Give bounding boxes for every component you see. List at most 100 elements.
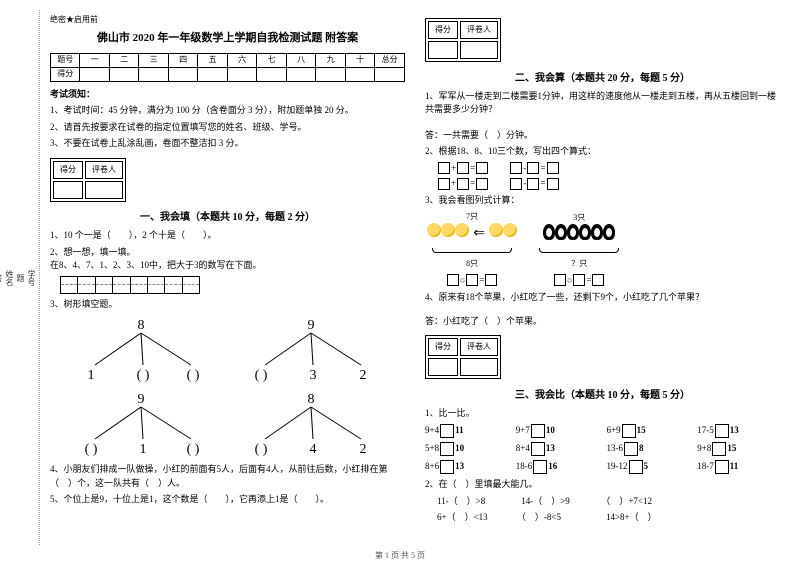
- compare-cell[interactable]: 6+915: [607, 424, 690, 438]
- penguin-group: 3只 ？只 ○=: [539, 212, 619, 288]
- q3-2-line: 6+（ ）<13 （ ）-8<5 14>8+（ ）: [437, 511, 780, 525]
- th: 十: [345, 53, 374, 67]
- section3-title: 三、我会比（本题共 10 分，每题 5 分）: [425, 388, 780, 403]
- q1-2: 2、想一想，填一填。 在8、4、7、1、2、3、10中，把大于3的数写在下面。: [50, 246, 405, 273]
- q1-4: 4、小朋友们排成一队做操，小红的前面有5人，后面有4人，从前往后数，小红排在第（…: [50, 463, 405, 490]
- compare-cell[interactable]: 5+810: [425, 442, 508, 456]
- margin-label: 姓名: [4, 15, 15, 540]
- section-score-box: 得分 评卷人: [50, 158, 126, 202]
- svg-text:( ): ( ): [254, 442, 267, 457]
- binding-margin: 学号 题 姓名 答 班级 内 学校 线 封 乡镇(街道) 密: [10, 10, 40, 545]
- svg-text:9: 9: [137, 392, 144, 407]
- row-label: 得分: [51, 67, 80, 81]
- svg-text:( ): ( ): [186, 368, 199, 383]
- th: 总分: [375, 53, 405, 67]
- page-footer: 第 1 页 共 5 页: [0, 550, 800, 561]
- compare-cell[interactable]: 9+710: [516, 424, 599, 438]
- score-header-row: 题号 一 二 三 四 五 六 七 八 九 十 总分: [51, 53, 405, 67]
- left-column: 绝密★启用前 佛山市 2020 年一年级数学上学期自我检测试题 附答案 题号 一…: [40, 10, 415, 545]
- svg-text:( ): ( ): [186, 442, 199, 457]
- pic1-bottom: 8只: [425, 258, 519, 270]
- confidential-label: 绝密★启用前: [50, 14, 405, 26]
- margin-hint: 答: [0, 15, 4, 540]
- pic2-eq[interactable]: ○=: [539, 274, 619, 288]
- svg-text:2: 2: [359, 368, 366, 383]
- svg-text:1: 1: [139, 442, 146, 457]
- q2-4a: 答：小红吃了（ ）个苹果。: [425, 315, 780, 329]
- tree-diagram: 9 ( ) 3 2: [243, 315, 383, 385]
- tree-row-2: 9 ( ) 1 ( ) 8 ( ) 4 2: [50, 389, 405, 459]
- notice-item: 2、请首先按要求在试卷的指定位置填写您的姓名、班级、学号。: [50, 121, 405, 135]
- chick-group: 7只 ⇐ 8只 ○=: [425, 211, 519, 287]
- svg-text:2: 2: [359, 442, 366, 457]
- pic1-top: 7只: [425, 211, 519, 223]
- svg-text:8: 8: [137, 318, 144, 333]
- scorebox-c2: 评卷人: [460, 338, 498, 356]
- pic2-bottom: ？只: [539, 258, 619, 270]
- th: 五: [198, 53, 227, 67]
- q2-1a: 答：一共需要（ ）分钟。: [425, 129, 780, 143]
- svg-text:8: 8: [307, 392, 314, 407]
- margin-label: 学号: [26, 15, 37, 540]
- right-column: 得分 评卷人 二、我会算（本题共 20 分，每题 5 分） 1、军军从一楼走到二…: [415, 10, 790, 545]
- q3-2: 2、在（ ）里填最大能几。: [425, 478, 780, 492]
- th: 一: [80, 53, 109, 67]
- equation-line[interactable]: += -=: [437, 177, 780, 191]
- section2-title: 二、我会算（本题共 20 分，每题 5 分）: [425, 71, 780, 86]
- svg-text:9: 9: [307, 318, 314, 333]
- th: 二: [109, 53, 138, 67]
- notice-item: 3、不要在试卷上乱涂乱画，卷面不整洁扣 3 分。: [50, 137, 405, 151]
- th: 六: [227, 53, 256, 67]
- svg-text:( ): ( ): [84, 442, 97, 457]
- section-score-box: 得分 评卷人: [425, 335, 501, 379]
- tree-row-1: 8 1 ( ) ( ) 9 ( ) 3 2: [50, 315, 405, 385]
- answer-boxes[interactable]: [60, 276, 200, 294]
- svg-text:( ): ( ): [136, 368, 149, 383]
- th: 四: [168, 53, 197, 67]
- margin-hint: 题: [15, 15, 26, 540]
- compare-cell[interactable]: 9+815: [697, 442, 780, 456]
- scorebox-c2: 评卷人: [85, 161, 123, 179]
- compare-cell[interactable]: 17-513: [697, 424, 780, 438]
- q1-5: 5、个位上是9，十位上是1，这个数是（ ），它再添上1是（ ）。: [50, 493, 405, 507]
- q2-4: 4、原来有18个苹果，小红吃了一些，还剩下9个，小红吃了几个苹果？: [425, 291, 780, 305]
- q3-2-line: 11-（ ）>8 14-（ ）>9 （ ）+7<12: [437, 495, 780, 509]
- picture-row: 7只 ⇐ 8只 ○= 3只 ？只 ○=: [425, 211, 780, 287]
- q1-1: 1、10 个一是（ ），2 个十是（ ）。: [50, 229, 405, 243]
- th: 八: [286, 53, 315, 67]
- notice-item: 1、考试时间：45 分钟，满分为 100 分（含卷面分 3 分），附加题单独 2…: [50, 104, 405, 118]
- svg-text:( ): ( ): [254, 368, 267, 383]
- tree-diagram: 8 1 ( ) ( ): [73, 315, 213, 385]
- score-table: 题号 一 二 三 四 五 六 七 八 九 十 总分 得分: [50, 53, 405, 82]
- th: 九: [316, 53, 345, 67]
- q3-1: 1、比一比。: [425, 407, 780, 421]
- compare-cell[interactable]: 18-711: [697, 460, 780, 474]
- compare-cell[interactable]: 19-125: [607, 460, 690, 474]
- compare-cell[interactable]: 8+613: [425, 460, 508, 474]
- th: 三: [139, 53, 168, 67]
- compare-cell[interactable]: 8+413: [516, 442, 599, 456]
- th: 七: [257, 53, 286, 67]
- compare-cell[interactable]: 13-68: [607, 442, 690, 456]
- svg-text:4: 4: [309, 442, 316, 457]
- compare-cell[interactable]: 9+411: [425, 424, 508, 438]
- scorebox-c1: 得分: [428, 338, 458, 356]
- tree-diagram: 9 ( ) 1 ( ): [73, 389, 213, 459]
- scorebox-c2: 评卷人: [460, 21, 498, 39]
- scorebox-c1: 得分: [428, 21, 458, 39]
- pic2-top: 3只: [539, 212, 619, 224]
- svg-text:3: 3: [309, 368, 316, 383]
- equation-line[interactable]: += -=: [437, 162, 780, 176]
- svg-text:1: 1: [87, 368, 94, 383]
- compare-grid: 9+411 9+710 6+915 17-513 5+810 8+413 13-…: [425, 424, 780, 474]
- q2-2: 2、根据18、8、10三个数，写出四个算式：: [425, 145, 780, 159]
- pic1-eq[interactable]: ○=: [425, 274, 519, 288]
- th: 题号: [51, 53, 80, 67]
- notice-head: 考试须知：: [50, 88, 405, 102]
- q1-3: 3、树形填空题。: [50, 298, 405, 312]
- scorebox-c1: 得分: [53, 161, 83, 179]
- exam-title: 佛山市 2020 年一年级数学上学期自我检测试题 附答案: [50, 30, 405, 47]
- section1-title: 一、我会填（本题共 10 分，每题 2 分）: [50, 210, 405, 225]
- tree-diagram: 8 ( ) 4 2: [243, 389, 383, 459]
- compare-cell[interactable]: 18-616: [516, 460, 599, 474]
